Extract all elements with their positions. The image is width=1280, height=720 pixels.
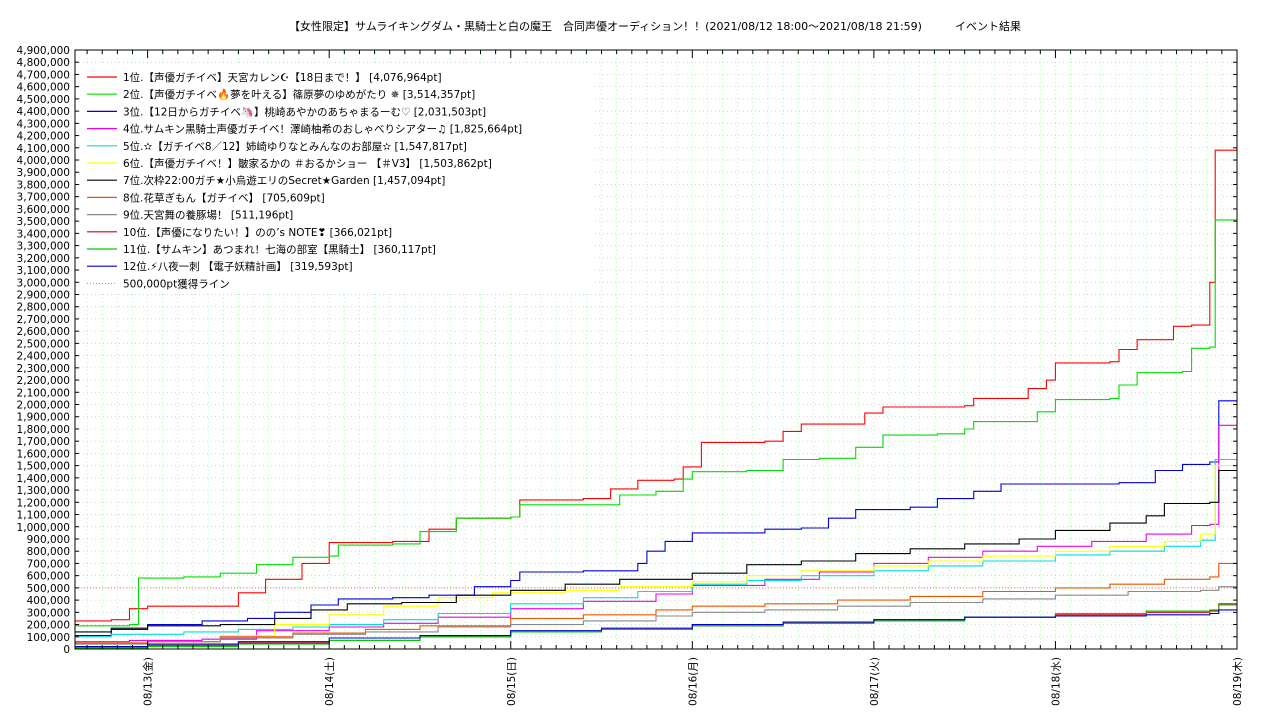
legend-label: 1位.【声優ガチイベ】天宮カレン☪︎【18日まで！】 [4,076,964pt] [123, 71, 442, 84]
y-tick-label: 200,000 [27, 620, 70, 632]
y-tick-label: 1,900,000 [17, 412, 70, 424]
x-tick-label: 08/15(日) [506, 657, 518, 706]
legend-label: 2位.【声優ガチイベ🔥夢を叶える】篠原夢のゆめがたり ✵ [3,514,357p… [123, 88, 475, 101]
y-tick-label: 2,300,000 [17, 363, 70, 375]
y-tick-label: 2,700,000 [17, 314, 70, 326]
y-tick-label: 3,300,000 [17, 241, 70, 253]
legend-label: 10位.【声優になりたい！】ののʼs NOTE❣︎ [366,021pt] [123, 226, 392, 239]
y-tick-label: 1,300,000 [17, 485, 70, 497]
series-line-7 [75, 469, 1237, 633]
legend-label: 11位.【サムキン】あつまれ！七海の部室【黒騎士】 [360,117pt] [123, 243, 436, 256]
series-line-3 [75, 400, 1237, 637]
legend-label: 3位.【12日からガチイベ🦄】桃崎あやかのあちゃまるーむ♡ [2,031,503… [123, 105, 486, 118]
series-line-8 [75, 562, 1237, 644]
series-line-6 [75, 465, 1237, 645]
series-layer [75, 149, 1237, 649]
series-line-4 [75, 424, 1237, 643]
y-tick-label: 2,500,000 [17, 338, 70, 350]
y-tick-label: 2,000,000 [17, 400, 70, 412]
y-tick-label: 0 [63, 644, 70, 656]
y-tick-label: 3,400,000 [17, 228, 70, 240]
y-tick-label: 3,900,000 [17, 167, 70, 179]
y-tick-label: 4,500,000 [17, 94, 70, 106]
y-tick-label: 3,200,000 [17, 253, 70, 265]
x-tick-label: 08/14(土) [323, 657, 336, 706]
y-tick-label: 1,100,000 [17, 510, 70, 522]
y-tick-label: 4,000,000 [17, 155, 70, 167]
series-line-2 [75, 219, 1237, 627]
x-tick-label: 08/18(水) [1050, 657, 1062, 706]
chart-title: 【女性限定】サムライキングダム・黒騎士と白の魔王 合同声優オーディション！！(2… [289, 19, 1021, 33]
series-line-1 [75, 149, 1237, 622]
y-tick-label: 1,500,000 [17, 461, 70, 473]
y-tick-label: 1,600,000 [17, 448, 70, 460]
y-tick-label: 4,400,000 [17, 106, 70, 118]
y-tick-label: 3,500,000 [17, 216, 70, 228]
grid [75, 49, 1238, 650]
y-tick-label: 1,800,000 [17, 424, 70, 436]
x-tick-label: 08/13(金) [142, 657, 155, 706]
y-axis: 0100,000200,000300,000400,000500,000600,… [17, 45, 1237, 656]
y-tick-label: 3,000,000 [17, 277, 70, 289]
y-tick-label: 4,100,000 [17, 143, 70, 155]
y-tick-label: 3,100,000 [17, 265, 70, 277]
y-tick-label: 4,700,000 [17, 69, 70, 81]
y-tick-label: 900,000 [27, 534, 70, 546]
x-axis: 08/13(金) 08/14(土) 08/15(日) 08/16(月) 08/17(火)… [86, 50, 1244, 706]
x-tick-label: 08/17(火) [869, 657, 881, 706]
x-tick-label: 08/19(木) [1232, 657, 1244, 706]
y-tick-label: 1,400,000 [17, 473, 70, 485]
y-tick-label: 600,000 [27, 571, 70, 583]
y-tick-label: 2,100,000 [17, 387, 70, 399]
y-tick-label: 700,000 [27, 558, 70, 570]
legend-label: 8位.花草ぎもん【ガチイベ】 [705,609pt] [123, 191, 325, 204]
y-tick-label: 2,600,000 [17, 326, 70, 338]
legend-label: 5位.✫【ガチイベ8／12】姉崎ゆりなとみんなのお部屋✫ [1,547,817p… [123, 140, 467, 153]
plot-frame [74, 49, 1238, 650]
y-tick-label: 1,700,000 [17, 436, 70, 448]
y-tick-label: 2,200,000 [17, 375, 70, 387]
series-line-9 [75, 586, 1237, 645]
series-line-5 [75, 458, 1237, 638]
y-tick-label: 4,900,000 [17, 45, 70, 57]
legend-label-reference: 500,000pt獲得ライン [123, 277, 230, 290]
y-tick-label: 400,000 [27, 595, 70, 607]
y-tick-label: 500,000 [27, 583, 70, 595]
y-tick-label: 300,000 [27, 607, 70, 619]
legend: 1位.【声優ガチイベ】天宮カレン☪︎【18日まで！】 [4,076,964pt]… [81, 66, 593, 294]
y-tick-label: 2,800,000 [17, 302, 70, 314]
y-tick-label: 800,000 [27, 546, 70, 558]
series-line-11 [75, 604, 1237, 649]
y-tick-label: 3,800,000 [17, 179, 70, 191]
y-tick-label: 3,700,000 [17, 192, 70, 204]
legend-label: 9位.天宮舞の養豚場！ [511,196pt] [123, 209, 293, 222]
y-tick-label: 4,300,000 [17, 118, 70, 130]
y-tick-label: 100,000 [27, 632, 70, 644]
legend-box [81, 66, 593, 294]
legend-label: 12位.⚡八夜一刺 【電子妖精計画】 [319,593pt] [123, 260, 353, 273]
y-tick-label: 2,900,000 [17, 289, 70, 301]
legend-label: 7位.次枠22:00ガチ★小烏遊エリのSecret★Garden [1,457,… [123, 174, 445, 187]
y-tick-label: 3,600,000 [17, 204, 70, 216]
y-tick-label: 4,800,000 [17, 57, 70, 69]
y-tick-label: 1,000,000 [17, 522, 70, 534]
y-tick-label: 4,600,000 [17, 82, 70, 94]
x-tick-label: 08/16(月) [687, 657, 699, 706]
y-tick-label: 1,200,000 [17, 497, 70, 509]
legend-label: 6位.【声優ガチイベ！】皺家るかの ＃おるかショー 【＃V3】 [1,503,8… [123, 157, 492, 170]
y-tick-label: 2,400,000 [17, 351, 70, 363]
series-line-12 [75, 609, 1237, 648]
y-tick-label: 4,200,000 [17, 131, 70, 143]
legend-label: 4位.サムキン黒騎士声優ガチイベ！澤崎柚希のおしゃべりシアター♫ [1,825,… [123, 123, 522, 136]
